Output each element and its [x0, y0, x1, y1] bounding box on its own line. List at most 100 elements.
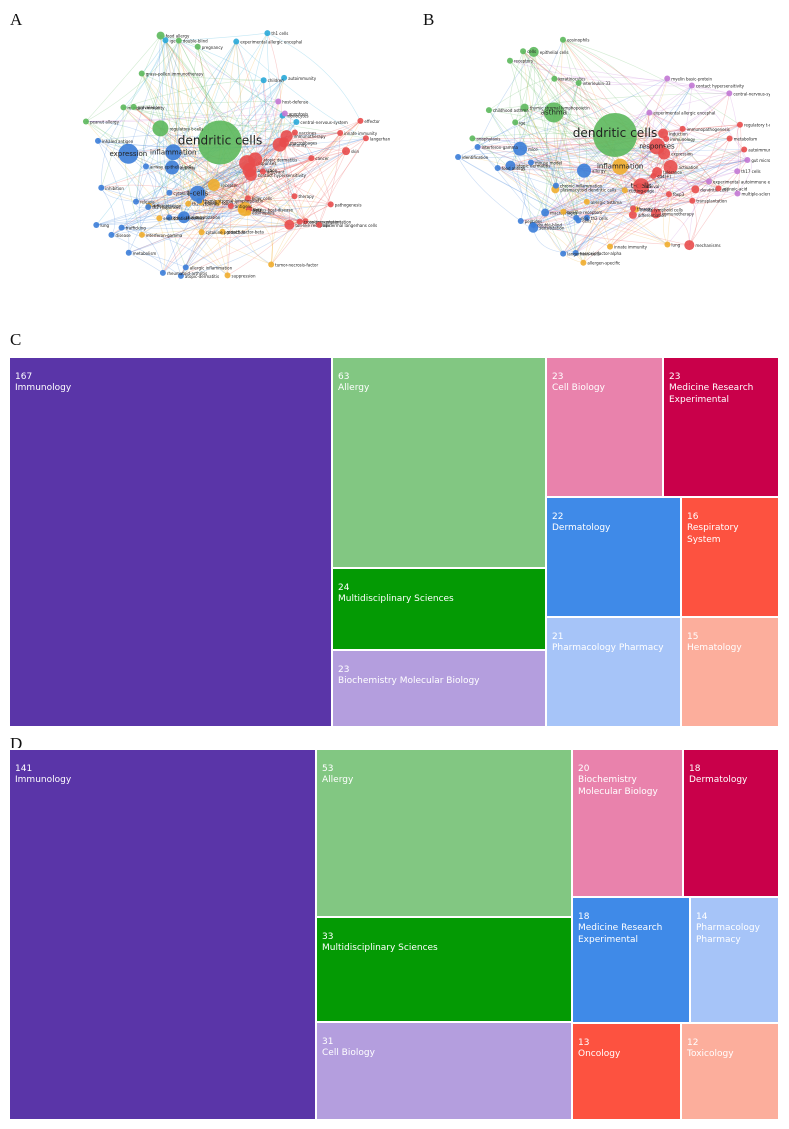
network-node: mice — [513, 141, 538, 156]
network-node: multiple-sclerosis — [734, 190, 770, 197]
network-node-label: contact hypersensitivity — [696, 84, 745, 89]
network-link — [101, 187, 245, 211]
network-node-label: thymic stromal lymphopoietin — [530, 106, 590, 111]
network-node-circle — [664, 75, 671, 82]
network-link — [159, 162, 248, 219]
network-node: eosinophils — [245, 209, 275, 216]
network-node-label: expression — [109, 150, 147, 158]
network-node-circle — [260, 77, 267, 84]
treemap-d-tile: 12 Toxicology — [680, 1022, 780, 1121]
network-node: th17 cells — [734, 168, 761, 175]
network-node: metabolism — [125, 249, 156, 256]
network-link — [180, 212, 249, 277]
network-node-circle — [517, 217, 524, 224]
network-link — [121, 115, 283, 228]
network-link — [201, 77, 285, 233]
network-node-circle — [512, 119, 519, 126]
network-link — [165, 40, 228, 276]
network-node: food allergy — [156, 31, 190, 40]
network-node: release — [133, 198, 155, 205]
network-node-label: tumor-necrosis-factor — [275, 262, 318, 267]
network-node-circle — [691, 185, 700, 194]
network-node: cutting-edge — [621, 187, 655, 194]
network-node: regulatory t-cells — [152, 120, 203, 137]
network-node-circle — [275, 98, 282, 105]
network-link — [183, 216, 272, 265]
network-node: contact hypersensitivity — [688, 82, 745, 89]
network-node-circle — [327, 201, 334, 208]
network-link — [169, 192, 228, 276]
network-node-circle — [207, 178, 220, 191]
network-node-label: effector — [364, 119, 380, 124]
network-link — [262, 171, 273, 265]
network-link — [282, 115, 312, 159]
network-node: myelin basic-protein — [664, 75, 713, 82]
network-link — [523, 51, 535, 228]
network-node: eosinophils — [559, 36, 589, 43]
network-node: inflammation — [597, 158, 643, 175]
network-link — [181, 162, 248, 218]
network-link — [122, 107, 143, 235]
network-node: allergic inflammation — [182, 264, 233, 271]
network-link — [262, 80, 267, 172]
network-node-label: double-blind — [537, 223, 562, 228]
network-node: allergen-specific — [580, 259, 620, 266]
network-node-circle — [166, 214, 173, 221]
network-link — [545, 185, 642, 213]
network-link — [97, 40, 166, 142]
network-node-label: cd4(+) — [657, 174, 671, 179]
network-node-circle — [118, 224, 125, 231]
network-node-circle — [82, 118, 89, 125]
network-link — [85, 121, 228, 276]
network-node-circle — [715, 185, 722, 192]
network-link — [562, 193, 670, 254]
network-link — [553, 112, 577, 218]
network-link — [178, 32, 268, 41]
network-node-label: therapy — [298, 194, 314, 199]
network-link — [524, 107, 556, 190]
network-node-label: atopic dermatitis — [263, 157, 297, 162]
network-node-label: atopic-dermatitis — [185, 274, 219, 279]
network-node-circle — [651, 208, 662, 219]
network-link — [235, 41, 243, 210]
network-link — [567, 217, 579, 225]
network-node-circle — [145, 204, 152, 211]
network-node: dendritic cells — [573, 113, 657, 157]
network-link — [145, 166, 182, 276]
network-link — [85, 101, 279, 123]
network-node-circle — [248, 152, 263, 167]
network-node-label: langerhans-cells — [567, 252, 600, 257]
network-node-label: monocytes — [287, 114, 309, 119]
network-node-circle — [296, 218, 303, 225]
network-link — [165, 40, 183, 218]
network-link — [575, 124, 741, 254]
network-link — [135, 150, 347, 202]
network-node-circle — [551, 75, 558, 82]
network-node-circle — [684, 240, 695, 251]
network-link — [576, 181, 710, 219]
network-link — [160, 35, 290, 225]
network-node-label: killer cells — [252, 196, 272, 201]
network-link — [111, 162, 248, 236]
network-node-label: th2 responses — [152, 205, 180, 210]
network-node-label: allergy — [592, 169, 606, 174]
network-link — [101, 106, 134, 188]
network-node-label: peanut allergy — [90, 119, 120, 124]
network-node-circle — [138, 70, 145, 77]
network-node-circle — [178, 214, 185, 221]
network-node: antigens — [227, 202, 252, 209]
treemap-d-tile: 18 Dermatology — [682, 748, 780, 898]
network-link — [530, 160, 640, 187]
network-link — [270, 132, 341, 265]
network-link — [488, 78, 555, 111]
network-node: toll-like receptors — [560, 208, 602, 215]
network-link — [165, 40, 180, 153]
treemap-d: 141 Immunology 53 Allergy 33 Multidisciplin… — [8, 748, 780, 1121]
network-node-label: allergen-specific — [587, 261, 620, 266]
network-link — [576, 85, 693, 219]
network-link — [270, 196, 295, 265]
network-link — [666, 138, 693, 201]
network-link — [85, 113, 285, 122]
network-node-label: toll-like receptors — [295, 223, 330, 228]
network-node-label: t-cells — [187, 190, 208, 198]
